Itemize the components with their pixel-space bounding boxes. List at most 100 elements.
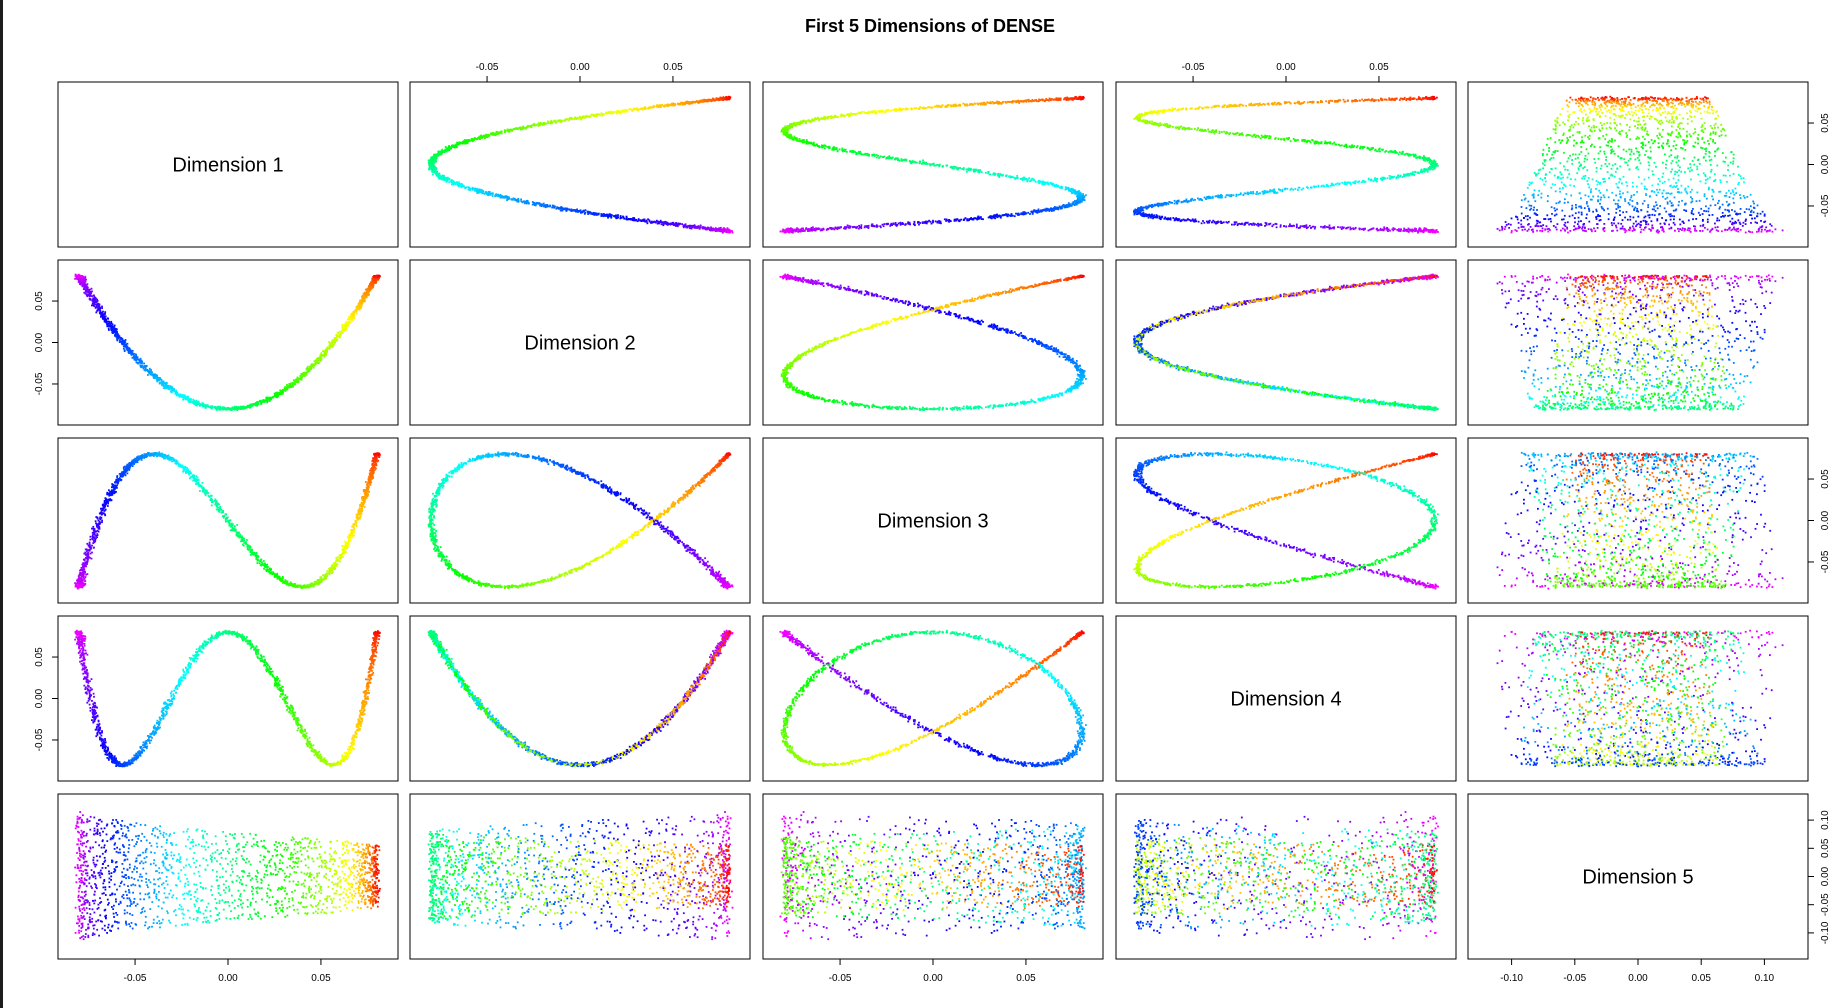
data-point xyxy=(1013,177,1015,179)
data-point xyxy=(938,105,940,107)
data-point xyxy=(574,209,576,211)
data-point xyxy=(897,109,899,111)
data-point xyxy=(1060,186,1062,188)
data-point xyxy=(827,228,829,230)
data-point xyxy=(660,106,662,108)
data-point xyxy=(577,211,579,213)
data-point xyxy=(505,195,507,197)
data-point xyxy=(660,220,662,222)
data-point xyxy=(1014,178,1016,180)
data-point xyxy=(840,115,842,117)
data-point xyxy=(488,134,490,136)
data-point xyxy=(661,223,663,225)
data-point xyxy=(517,128,519,130)
data-point xyxy=(811,120,813,122)
data-point xyxy=(535,203,537,205)
data-point xyxy=(814,230,816,232)
data-point xyxy=(1085,194,1087,196)
data-point xyxy=(443,175,445,177)
data-point xyxy=(1073,201,1075,203)
data-point xyxy=(485,191,487,193)
data-point xyxy=(996,216,998,218)
data-point xyxy=(805,121,807,123)
data-point xyxy=(528,203,530,205)
data-point xyxy=(437,175,439,177)
data-point xyxy=(690,102,692,104)
data-point xyxy=(608,112,610,114)
data-point xyxy=(685,102,687,104)
data-point xyxy=(656,221,658,223)
data-point xyxy=(877,225,879,227)
data-point xyxy=(683,102,685,104)
data-point xyxy=(788,231,790,233)
data-point xyxy=(496,131,498,133)
data-point xyxy=(461,185,463,187)
data-point xyxy=(468,139,470,141)
data-point xyxy=(1001,175,1003,177)
data-point xyxy=(573,118,575,120)
data-point xyxy=(472,188,474,190)
data-point xyxy=(477,192,479,194)
data-point xyxy=(959,167,961,169)
data-point xyxy=(966,171,968,173)
data-point xyxy=(505,130,507,132)
data-point xyxy=(579,116,581,118)
data-point xyxy=(568,209,570,211)
data-point xyxy=(492,134,494,136)
data-point xyxy=(1005,213,1007,215)
data-point xyxy=(981,218,983,220)
data-point xyxy=(693,227,695,229)
data-point xyxy=(1061,207,1063,209)
data-point xyxy=(858,225,860,227)
data-point xyxy=(676,223,678,225)
data-point xyxy=(888,157,890,159)
data-point xyxy=(1032,212,1034,214)
data-point xyxy=(642,107,644,109)
data-point xyxy=(955,220,957,222)
data-point xyxy=(640,108,642,110)
data-point xyxy=(786,129,788,131)
data-point xyxy=(526,201,528,203)
data-point xyxy=(925,162,927,164)
data-point xyxy=(429,161,431,163)
data-point xyxy=(787,135,789,137)
data-point xyxy=(946,105,948,107)
data-point xyxy=(853,113,855,115)
data-point xyxy=(638,220,640,222)
data-point xyxy=(882,156,884,158)
data-point xyxy=(818,227,820,229)
data-point xyxy=(988,171,990,173)
data-point xyxy=(858,228,860,230)
data-point xyxy=(1079,202,1081,204)
data-point xyxy=(634,219,636,221)
data-point xyxy=(899,110,901,112)
data-point xyxy=(855,227,857,229)
data-point xyxy=(551,207,553,209)
data-point xyxy=(448,181,450,183)
data-point xyxy=(524,200,526,202)
data-point xyxy=(957,168,959,170)
data-point xyxy=(628,218,630,220)
data-point xyxy=(700,225,702,227)
data-point xyxy=(875,113,877,115)
data-point xyxy=(996,214,998,216)
data-point xyxy=(918,224,920,226)
data-point xyxy=(883,223,885,225)
data-point xyxy=(482,135,484,137)
data-point xyxy=(563,119,565,121)
data-point xyxy=(965,217,967,219)
data-point xyxy=(584,116,586,118)
data-point xyxy=(445,149,447,151)
data-point xyxy=(933,165,935,167)
data-point xyxy=(720,227,722,229)
data-point xyxy=(435,161,437,163)
data-point xyxy=(1077,193,1079,195)
data-point xyxy=(970,218,972,220)
data-point xyxy=(791,136,793,138)
data-point xyxy=(876,154,878,156)
data-point xyxy=(930,164,932,166)
data-point xyxy=(1077,201,1079,203)
data-point xyxy=(518,201,520,203)
data-point xyxy=(832,227,834,229)
data-point xyxy=(495,133,497,135)
